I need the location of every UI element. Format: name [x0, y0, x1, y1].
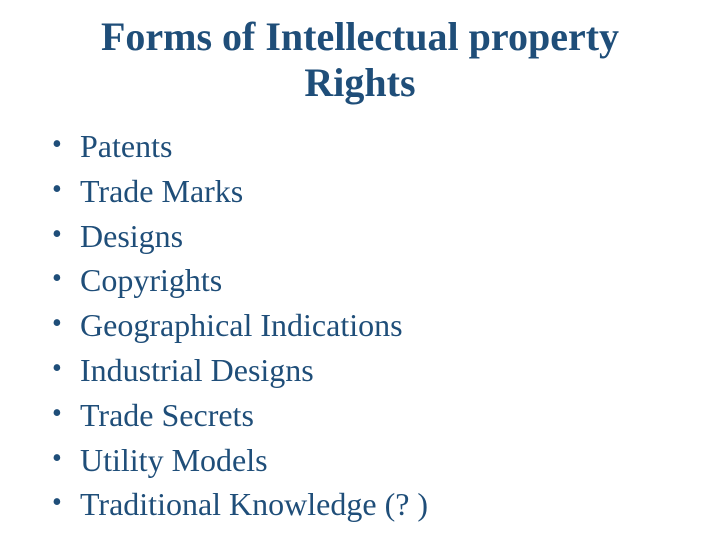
list-item: Trade Marks — [80, 169, 680, 214]
list-item: Utility Models — [80, 438, 680, 483]
list-item: Trade Secrets — [80, 393, 680, 438]
slide: Forms of Intellectual property Rights Pa… — [0, 0, 720, 540]
bullet-list: Patents Trade Marks Designs Copyrights G… — [40, 124, 680, 527]
list-item: Industrial Designs — [80, 348, 680, 393]
slide-title: Forms of Intellectual property Rights — [40, 14, 680, 106]
list-item: Designs — [80, 214, 680, 259]
list-item: Patents — [80, 124, 680, 169]
list-item: Copyrights — [80, 258, 680, 303]
list-item: Traditional Knowledge (? ) — [80, 482, 680, 527]
list-item: Geographical Indications — [80, 303, 680, 348]
